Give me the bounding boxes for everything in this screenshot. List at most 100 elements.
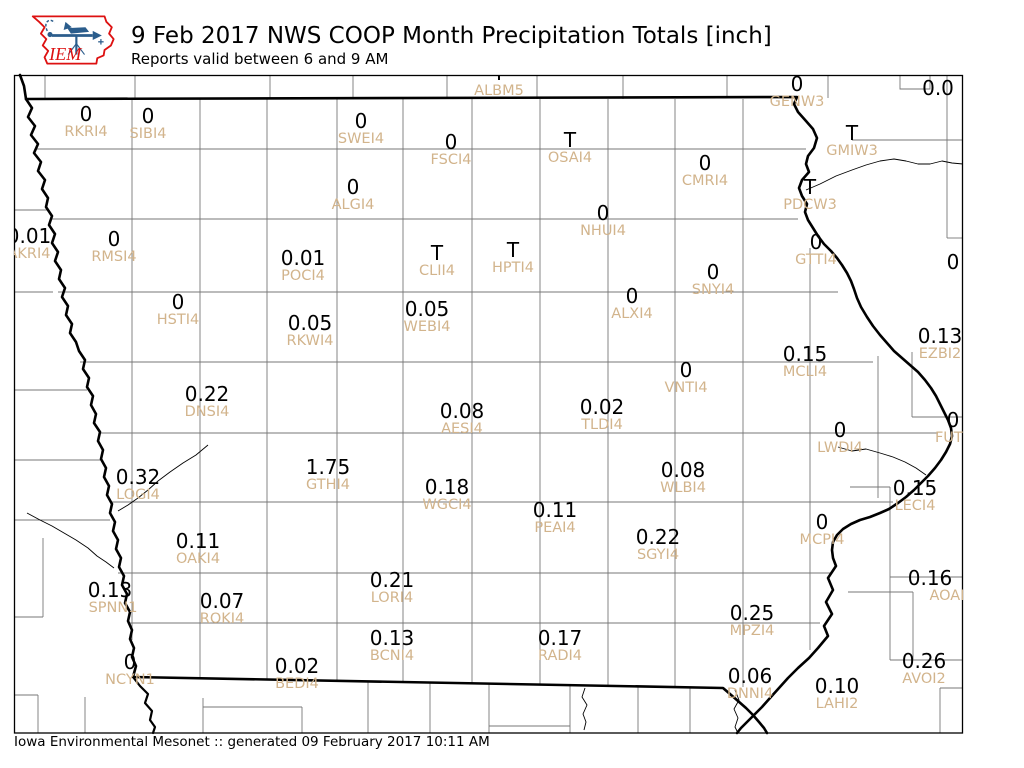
station-id-FUTI: FUTI [934, 429, 963, 446]
station-value-SGYI4: 0.22 [635, 525, 681, 549]
station-id-AKRI4: AKRI4 [14, 245, 51, 262]
station-id-RMSI4: RMSI4 [91, 248, 137, 265]
station-value-AOAI: 0.16 [907, 566, 953, 590]
station-id-FSCI4: FSCI4 [430, 151, 472, 168]
station-value-ALGI4: 0 [346, 175, 360, 199]
station-value-RKRI4: 0 [79, 102, 93, 126]
station-id-OSAI4: OSAI4 [547, 149, 593, 166]
station-value-MPZI4: 0.25 [729, 601, 775, 625]
station-id-NHUI4: NHUI4 [580, 222, 626, 239]
county-lines [14, 75, 963, 733]
station-layer: TALBM50GENW30.00RKRI40SIBI40SWEI4TGMIW3T… [14, 75, 963, 733]
station-value-LWDI4: 0 [833, 418, 847, 442]
station-value-AESI4: 0.08 [439, 399, 485, 423]
station-value-GTHI4: 1.75 [305, 455, 351, 479]
station-id-MCPI4: MCPI4 [799, 531, 845, 548]
station-value-HSTI4: 0 [171, 290, 185, 314]
station-value-BCNI4: 0.13 [369, 626, 415, 650]
station-value-LAHI2: 0.10 [814, 674, 860, 698]
station-value-NCYN1: 0 [123, 650, 137, 674]
station-id-GTHI4: GTHI4 [306, 476, 350, 493]
station-value-VNTI4: 0 [679, 358, 693, 382]
station-value-HPTI4: T [506, 238, 520, 262]
station-id-HPTI4: HPTI4 [491, 259, 535, 276]
station-value-NHUI4: 0 [596, 201, 610, 225]
page-subtitle: Reports valid between 6 and 9 AM [131, 50, 389, 68]
station-value-MCPI4: 0 [815, 510, 829, 534]
iowa-outline-icon [31, 15, 115, 65]
station-value-WEBI4: 0.05 [404, 297, 450, 321]
station-id-GMIW3: GMIW3 [826, 142, 878, 159]
station-value-LECI4: 0.15 [892, 476, 938, 500]
station-value-PEAI4: 0.11 [532, 498, 578, 522]
station-id-ALGI4: ALGI4 [331, 196, 375, 213]
station-id-SIBI4: SIBI4 [129, 125, 167, 142]
station-id-MCLI4: MCLI4 [782, 363, 828, 380]
rivers [26, 158, 964, 734]
station-value: 0.0 [922, 76, 954, 100]
station-value-RKWI4: 0.05 [287, 311, 333, 335]
station-id-AESI4: AESI4 [441, 420, 483, 437]
station-id-SGYI4: SGYI4 [636, 546, 680, 563]
station-value: 0 [946, 250, 960, 274]
station-id-BCNI4: BCNI4 [369, 647, 415, 664]
station-id-LAHI2: LAHI2 [815, 695, 859, 712]
station-id-AOAI: AOAI [929, 587, 963, 604]
station-value-BEDI4: 0.02 [274, 654, 320, 678]
station-id-VNTI4: VNTI4 [664, 379, 708, 396]
station-value-TLDI4: 0.02 [579, 395, 625, 419]
station-id-HSTI4: HSTI4 [156, 311, 200, 328]
station-id-AVOI2: AVOI2 [902, 670, 946, 687]
page-title: 9 Feb 2017 NWS COOP Month Precipitation … [131, 23, 772, 49]
station-id-POCI4: POCI4 [281, 267, 325, 284]
station-value-ROKI4: 0.07 [199, 589, 245, 613]
station-value-LORI4: 0.21 [369, 568, 415, 592]
station-value-SNYI4: 0 [706, 260, 720, 284]
station-id-OAKI4: OAKI4 [175, 550, 221, 567]
station-value-EZBI2: 0.13 [917, 324, 963, 348]
station-value-WLBI4: 0.08 [660, 458, 706, 482]
station-id-EZBI2: EZBI2 [918, 345, 962, 362]
station-value-SWEI4: 0 [354, 109, 368, 133]
station-id-RKWI4: RKWI4 [286, 332, 334, 349]
station-id-BEDI4: BEDI4 [275, 675, 319, 692]
station-value-GTTI4: 0 [809, 230, 823, 254]
station-value-GENW3: 0 [790, 75, 804, 96]
header: IEM 9 Feb 2017 NWS COOP Month Precipitat… [0, 0, 1024, 74]
station-value-WGCI4: 0.18 [424, 475, 470, 499]
logo-text: IEM [48, 44, 82, 64]
station-id-LORI4: LORI4 [370, 589, 414, 606]
station-id-SWEI4: SWEI4 [337, 130, 385, 147]
station-value-AVOI2: 0.26 [901, 649, 947, 673]
station-id-LECI4: LECI4 [894, 497, 936, 514]
station-value-OSAI4: T [563, 128, 577, 152]
station-id-GENW3: GENW3 [769, 93, 825, 110]
map-frame [13, 74, 964, 734]
station-value-RADI4: 0.17 [537, 626, 583, 650]
station-id-TLDI4: TLDI4 [581, 416, 623, 433]
station-id-ROKI4: ROKI4 [199, 610, 245, 627]
station-id-SNYI4: SNYI4 [691, 281, 735, 298]
station-value-FSCI4: 0 [444, 130, 458, 154]
station-id-CMRI4: CMRI4 [681, 172, 729, 189]
station-value-FUTI: 0 [946, 408, 960, 432]
station-value-DNNI4: 0.06 [727, 664, 773, 688]
station-id-ALBM5: ALBM5 [474, 82, 524, 99]
station-id-LOGI4: LOGI4 [116, 486, 160, 503]
station-value-SPNN1: 0.13 [87, 578, 133, 602]
weather-vane-icon [45, 19, 104, 55]
station-id-ALXI4: ALXI4 [611, 305, 653, 322]
station-id-CLII4: CLII4 [419, 262, 455, 279]
station-id-WLBI4: WLBI4 [660, 479, 706, 496]
station-value-DNSI4: 0.22 [184, 382, 230, 406]
station-value-ALXI4: 0 [625, 284, 639, 308]
station-id-RKRI4: RKRI4 [64, 123, 108, 140]
station-id-LWDI4: LWDI4 [817, 439, 863, 456]
station-value-SIBI4: 0 [141, 104, 155, 128]
station-value-LOGI4: 0.32 [115, 465, 161, 489]
station-value-PDCW3: T [803, 175, 817, 199]
station-id-NCYN1: NCYN1 [105, 671, 155, 688]
station-value-AKRI4: 0.01 [14, 224, 52, 248]
station-value-RMSI4: 0 [107, 227, 121, 251]
